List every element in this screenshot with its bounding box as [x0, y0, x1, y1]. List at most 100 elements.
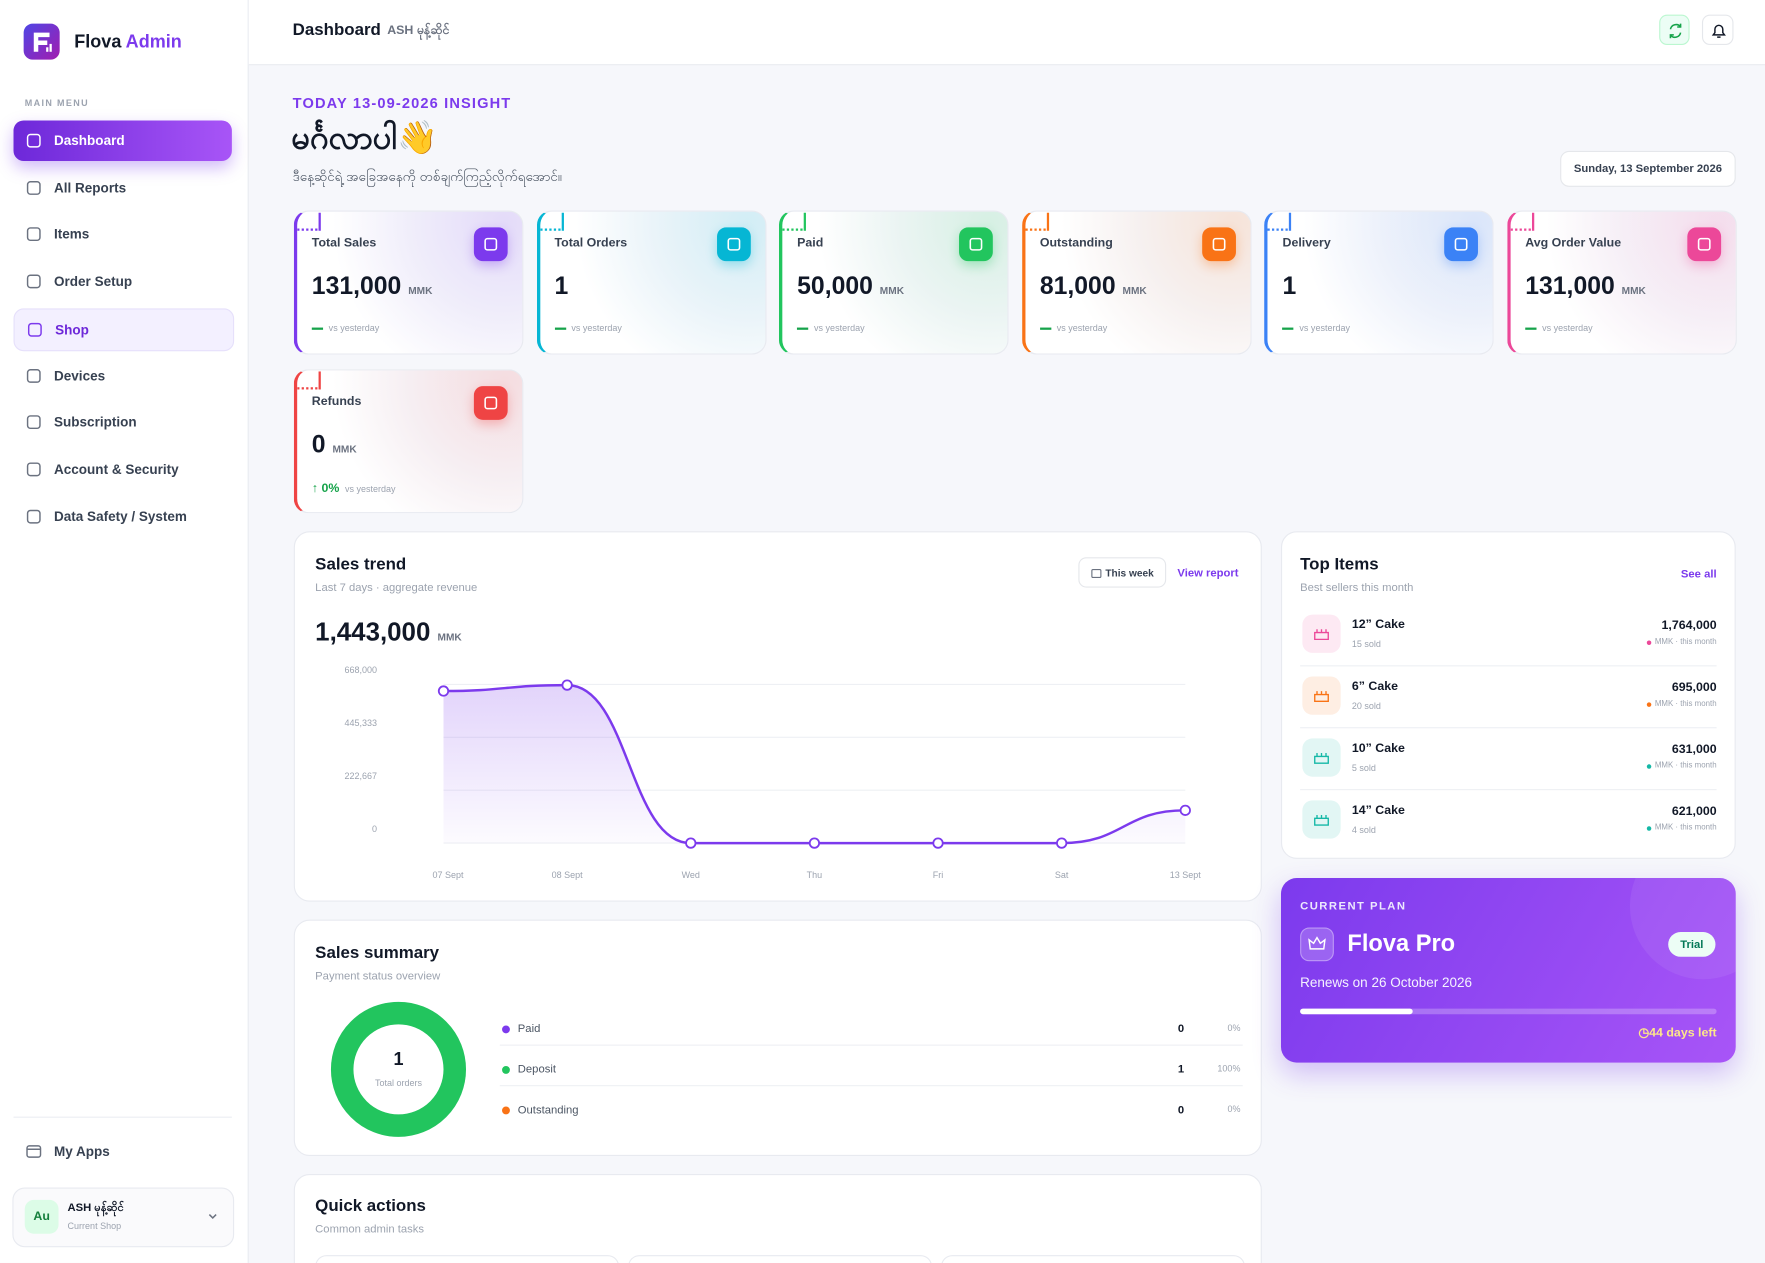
- kpi-footer: vs yesterday: [797, 323, 865, 333]
- spark-dot: [1519, 228, 1522, 231]
- kpi-label: Total Sales: [311, 236, 377, 250]
- icon-shape: [1314, 753, 1329, 764]
- spark-dot: [791, 228, 794, 231]
- item-row[interactable]: 10” Cake 5 sold 631,000 MMK · this month: [1300, 737, 1717, 791]
- menu-item[interactable]: Shop: [13, 308, 235, 351]
- menu-icon: [26, 227, 41, 242]
- spark-dot: [315, 387, 318, 390]
- legend-dot: [502, 1106, 510, 1115]
- item-sold: 5 sold: [1351, 763, 1376, 774]
- logo-glyph: [33, 32, 52, 52]
- icon-shape: [26, 227, 41, 242]
- card-title: Sales summary: [315, 943, 440, 963]
- spark-dot: [539, 228, 543, 231]
- card-title: Sales trend: [315, 554, 407, 575]
- refresh-button[interactable]: [1659, 14, 1690, 46]
- item-row[interactable]: 14” Cake 4 sold 621,000 MMK · this month: [1300, 799, 1717, 851]
- days-left: ◷44 days left: [1638, 1026, 1717, 1041]
- menu-item[interactable]: Order Setup: [14, 261, 232, 302]
- value-unit: MMK: [1621, 284, 1646, 297]
- icon-shape: [1455, 237, 1468, 251]
- cake-glyph: [1314, 814, 1329, 826]
- trend-dash: [1282, 326, 1294, 330]
- days-left-text: 44 days left: [1649, 1026, 1717, 1041]
- sparkline: [539, 212, 564, 231]
- donut-total: 1: [393, 1049, 403, 1069]
- action-tile[interactable]: [941, 1255, 1245, 1263]
- plan-renews: Renews on 26 October 2026: [1300, 974, 1473, 991]
- shop-switcher[interactable]: Au ASH မုန့်ဆိုင် Current Shop: [12, 1187, 235, 1248]
- spark-dot: [306, 387, 309, 390]
- decor-circle: [1629, 877, 1736, 980]
- menu-item[interactable]: All Reports: [14, 167, 232, 208]
- item-amount: 695,000: [1671, 681, 1717, 695]
- line-chart: 0 222,667 445,333 668,000 07 Sept 08 Sept Wed T…: [345, 665, 1202, 880]
- my-apps-label: My Apps: [54, 1143, 110, 1160]
- shop-role: Current Shop: [67, 1221, 122, 1232]
- item-amount: 631,000: [1671, 742, 1717, 757]
- menu-item[interactable]: Dashboard: [13, 120, 232, 161]
- menu-icon: [26, 509, 41, 524]
- value-text: 131,000: [311, 271, 402, 300]
- view-report-link[interactable]: View report: [1177, 567, 1239, 580]
- kpi-card: Paid 50,000 MMK vs yesterday: [779, 210, 1009, 355]
- menu-item[interactable]: Subscription: [14, 402, 232, 443]
- kpi-card: Outstanding 81,000 MMK vs yesterday: [1021, 210, 1252, 355]
- spark-bar: [318, 371, 321, 390]
- card-subtitle: Last 7 days · aggregate revenue: [315, 581, 478, 595]
- value-text: 50,000: [797, 271, 873, 300]
- menu-icon: [27, 322, 42, 337]
- card-title: Top Items: [1300, 554, 1379, 575]
- sparkline: [297, 371, 321, 390]
- plan-badge: Trial: [1668, 932, 1716, 957]
- note-text: MMK · this month: [1654, 823, 1717, 832]
- sparkline: [1510, 212, 1535, 231]
- menu-item[interactable]: Account & Security: [14, 449, 232, 490]
- menu-icon: [26, 133, 41, 148]
- kpi-footer: vs yesterday: [554, 323, 622, 334]
- item-note: MMK · this month: [1646, 700, 1717, 709]
- kpi-change: ↑ 0%: [311, 481, 340, 496]
- menu-item[interactable]: Items: [14, 214, 232, 255]
- card-subtitle: Best sellers this month: [1300, 581, 1414, 595]
- x-tick-label: 07 Sept: [432, 870, 464, 880]
- item-name: 10” Cake: [1351, 741, 1405, 756]
- note-text: MMK · this month: [1654, 700, 1717, 709]
- spark-dot: [301, 387, 304, 390]
- icon-shape: [26, 368, 41, 383]
- sparkline: [1267, 212, 1292, 231]
- kpi-footer: vs yesterday: [1282, 323, 1350, 333]
- action-tile[interactable]: [628, 1255, 933, 1263]
- icon-glyph: [1455, 237, 1468, 251]
- kpi-note: vs yesterday: [1056, 323, 1108, 334]
- shop-name: ASH မုန့်ဆိုင်: [67, 1202, 124, 1215]
- icon-shape: [26, 462, 41, 477]
- kpi-label: Outstanding: [1039, 236, 1113, 250]
- kpi-value: 1: [1283, 271, 1297, 300]
- y-tick-label: 222,667: [345, 771, 378, 781]
- menu-icon: [26, 415, 41, 430]
- menu-item[interactable]: Devices: [14, 355, 232, 396]
- notifications-button[interactable]: [1701, 14, 1734, 46]
- icon-shape: [969, 237, 983, 251]
- range-button[interactable]: This week: [1078, 557, 1167, 588]
- area: [443, 685, 1186, 844]
- item-row[interactable]: 12” Cake 15 sold 1,764,000 MMK · this month: [1300, 613, 1717, 667]
- item-amount: 621,000: [1671, 804, 1717, 819]
- action-tile[interactable]: [315, 1255, 620, 1263]
- cake-glyph: [1314, 691, 1329, 702]
- item-row[interactable]: 6” Cake 20 sold 695,000 MMK · this month: [1300, 675, 1717, 729]
- x-tick-label: Sat: [1055, 870, 1069, 880]
- item-icon: [1302, 676, 1341, 715]
- sparkline: [297, 212, 321, 231]
- my-apps[interactable]: My Apps: [14, 1131, 232, 1172]
- kpi-note: vs yesterday: [571, 323, 622, 334]
- x-tick-label: 08 Sept: [552, 870, 584, 880]
- value-text: 0: [311, 429, 326, 459]
- summary-row: Outstanding 0 0%: [500, 1096, 1243, 1125]
- see-all-link[interactable]: See all: [1680, 568, 1717, 581]
- icon-shape: [1212, 237, 1226, 251]
- menu-item[interactable]: Data Safety / System: [14, 496, 232, 537]
- topbar: Dashboard ASH မုန့်ဆိုင်: [248, 0, 1765, 66]
